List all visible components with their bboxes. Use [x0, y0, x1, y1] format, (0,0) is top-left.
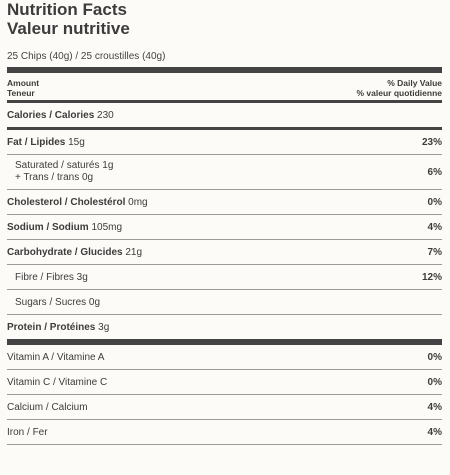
medium-divider [7, 127, 442, 130]
vitamin-c-percent: 0% [427, 376, 442, 388]
protein-row: Protein / Protéines 3g [7, 315, 442, 339]
thin-divider [7, 444, 442, 445]
daily-value-label: % Daily Value [387, 78, 442, 88]
fat-row: Fat / Lipides 15g 23% [7, 130, 442, 154]
vitamin-row: Vitamin A / Vitamine A 0% [7, 345, 442, 369]
thin-divider [7, 394, 442, 395]
vitamin-a-label: Vitamin A / Vitamine A [7, 351, 105, 363]
calories-value: 230 [97, 109, 114, 121]
amount-label-fr: Teneur [7, 88, 35, 98]
amount-label: Amount [7, 78, 40, 88]
saturated-percent: 6% [427, 166, 442, 178]
carbohydrate-percent: 7% [427, 246, 442, 258]
vitamin-row: Iron / Fer 4% [7, 420, 442, 444]
fat-amount: 15g [68, 136, 85, 148]
column-header: Amount Teneur % Daily Value % valeur quo… [7, 73, 442, 100]
vitamin-a-percent: 0% [427, 351, 442, 363]
saturated-row: Saturated / saturés 1g + Trans / trans 0… [7, 155, 442, 189]
fibre-row: Fibre / Fibres 3g 12% [7, 265, 442, 289]
cholesterol-label: Cholesterol / Cholestérol [7, 196, 126, 208]
vitamin-c-label: Vitamin C / Vitamine C [7, 376, 108, 388]
thin-divider [7, 214, 442, 215]
saturated-label: Saturated / saturés 1g [15, 160, 114, 171]
thin-divider [7, 239, 442, 240]
cholesterol-percent: 0% [427, 196, 442, 208]
iron-percent: 4% [427, 426, 442, 438]
cholesterol-amount: 0mg [128, 196, 148, 208]
sodium-row: Sodium / Sodium 105mg 4% [7, 215, 442, 239]
thin-divider [7, 369, 442, 370]
sugars-label: Sugars / Sucres 0g [15, 296, 101, 308]
thin-divider [7, 189, 442, 190]
fibre-percent: 12% [421, 271, 442, 283]
serving-size: 25 Chips (40g) / 25 croustilles (40g) [7, 51, 166, 62]
calcium-label: Calcium / Calcium [7, 401, 88, 413]
calories-label: Calories / Calories [7, 109, 95, 121]
thin-divider [7, 264, 442, 265]
fibre-label: Fibre / Fibres 3g [15, 271, 88, 283]
cholesterol-row: Cholesterol / Cholestérol 0mg 0% [7, 190, 442, 214]
fat-percent: 23% [421, 136, 442, 148]
calcium-percent: 4% [427, 401, 442, 413]
iron-label: Iron / Fer [7, 426, 48, 438]
title-english: Nutrition Facts [7, 0, 127, 19]
thin-divider [7, 289, 442, 290]
sugars-row: Sugars / Sucres 0g [7, 290, 442, 314]
protein-label: Protein / Protéines [7, 321, 96, 333]
carbohydrate-amount: 21g [125, 246, 143, 258]
thick-divider [7, 339, 442, 345]
carbohydrate-row: Carbohydrate / Glucides 21g 7% [7, 240, 442, 264]
thin-divider [7, 154, 442, 155]
calories-row: Calories / Calories 230 [7, 103, 442, 127]
trans-label: + Trans / trans 0g [15, 172, 94, 183]
thin-divider [7, 419, 442, 420]
daily-value-label-fr: % valeur quotidienne [356, 88, 443, 98]
fat-label: Fat / Lipides [7, 136, 66, 148]
vitamin-row: Calcium / Calcium 4% [7, 395, 442, 419]
thin-divider [7, 314, 442, 315]
sodium-label: Sodium / Sodium [7, 221, 89, 233]
carbohydrate-label: Carbohydrate / Glucides [7, 246, 123, 258]
vitamin-row: Vitamin C / Vitamine C 0% [7, 370, 442, 394]
medium-divider [7, 100, 442, 103]
sodium-percent: 4% [427, 221, 442, 233]
title-french: Valeur nutritive [7, 19, 130, 38]
thick-divider [7, 67, 442, 73]
protein-amount: 3g [98, 321, 110, 333]
sodium-amount: 105mg [91, 221, 123, 233]
